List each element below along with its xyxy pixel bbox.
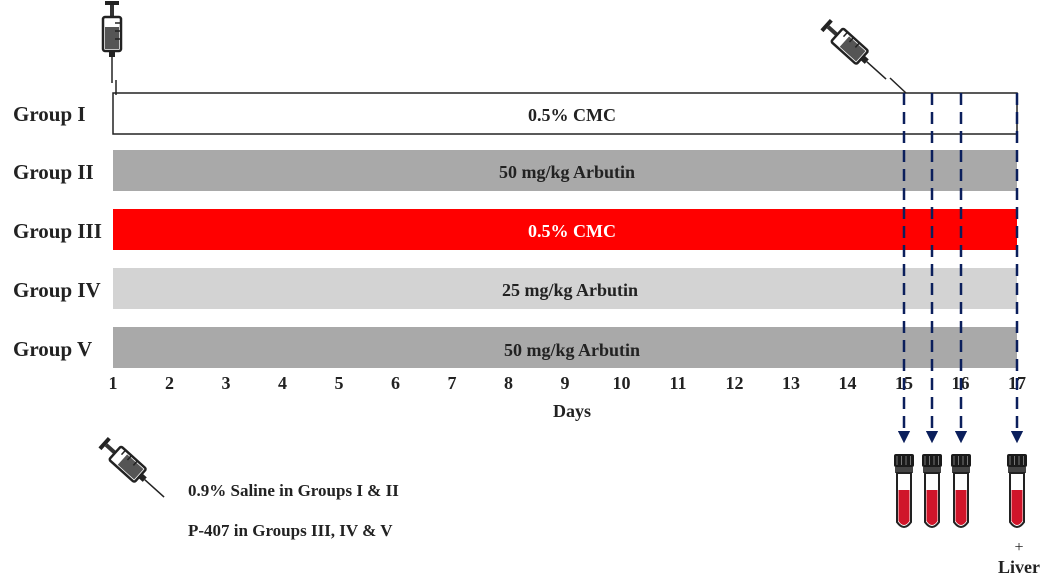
day-tick-label: 10 [613, 373, 631, 393]
day-tick-label: 7 [448, 373, 457, 393]
day-tick-label: 9 [561, 373, 570, 393]
injection-note-1: 0.9% Saline in Groups I & II [188, 481, 399, 500]
syringe-icon [817, 16, 894, 87]
day-tick-label: 14 [839, 373, 857, 393]
day-tick-label: 12 [726, 373, 744, 393]
blood-tube-icon [894, 454, 914, 528]
treatment-bar [113, 268, 1017, 309]
treatment-bars [112, 92, 1018, 368]
blood-sampling [894, 93, 1027, 528]
group-labels: Group I Group II Group III Group IV Grou… [13, 102, 102, 361]
group-label-3: Group III [13, 219, 102, 243]
days-axis-label: Days [553, 401, 591, 421]
day-tick-label: 2 [165, 373, 174, 393]
group-label-5: Group V [13, 337, 92, 361]
treatment-label-4: 25 mg/kg Arbutin [502, 280, 638, 300]
day-tick-label: 5 [335, 373, 344, 393]
day-tick-label: 8 [504, 373, 513, 393]
treatment-bar [113, 150, 1017, 191]
injection-note-2: P-407 in Groups III, IV & V [188, 521, 393, 540]
day-axis-ticks: 1234567891011121314151617 [109, 373, 1027, 393]
group-label-1: Group I [13, 102, 86, 126]
plus-sign: + [1014, 539, 1023, 556]
day-tick-label: 3 [222, 373, 231, 393]
day-tick-label: 6 [391, 373, 400, 393]
group-label-4: Group IV [13, 278, 101, 302]
treatment-bar [112, 92, 1018, 135]
treatment-bar [113, 209, 1017, 250]
treatment-label-2: 50 mg/kg Arbutin [499, 162, 635, 182]
liver-label: Liver [998, 557, 1040, 577]
day-tick-label: 4 [278, 373, 287, 393]
syringe-icon [95, 434, 172, 505]
day-tick-label: 11 [669, 373, 686, 393]
treatment-labels: 0.5% CMC 50 mg/kg Arbutin 0.5% CMC 25 mg… [499, 105, 640, 360]
blood-tube-icon [1007, 454, 1027, 528]
treatment-bar [113, 327, 1017, 368]
day-tick-label: 1 [109, 373, 118, 393]
syringe-pointer-line [889, 77, 907, 94]
treatment-label-1: 0.5% CMC [528, 105, 616, 125]
blood-tube-icon [951, 454, 971, 528]
treatment-label-5: 50 mg/kg Arbutin [504, 340, 640, 360]
treatment-label-3: 0.5% CMC [528, 221, 616, 241]
group-label-2: Group II [13, 160, 94, 184]
blood-tube-icon [922, 454, 942, 528]
day-tick-label: 13 [782, 373, 800, 393]
syringe-icon [101, 0, 123, 85]
